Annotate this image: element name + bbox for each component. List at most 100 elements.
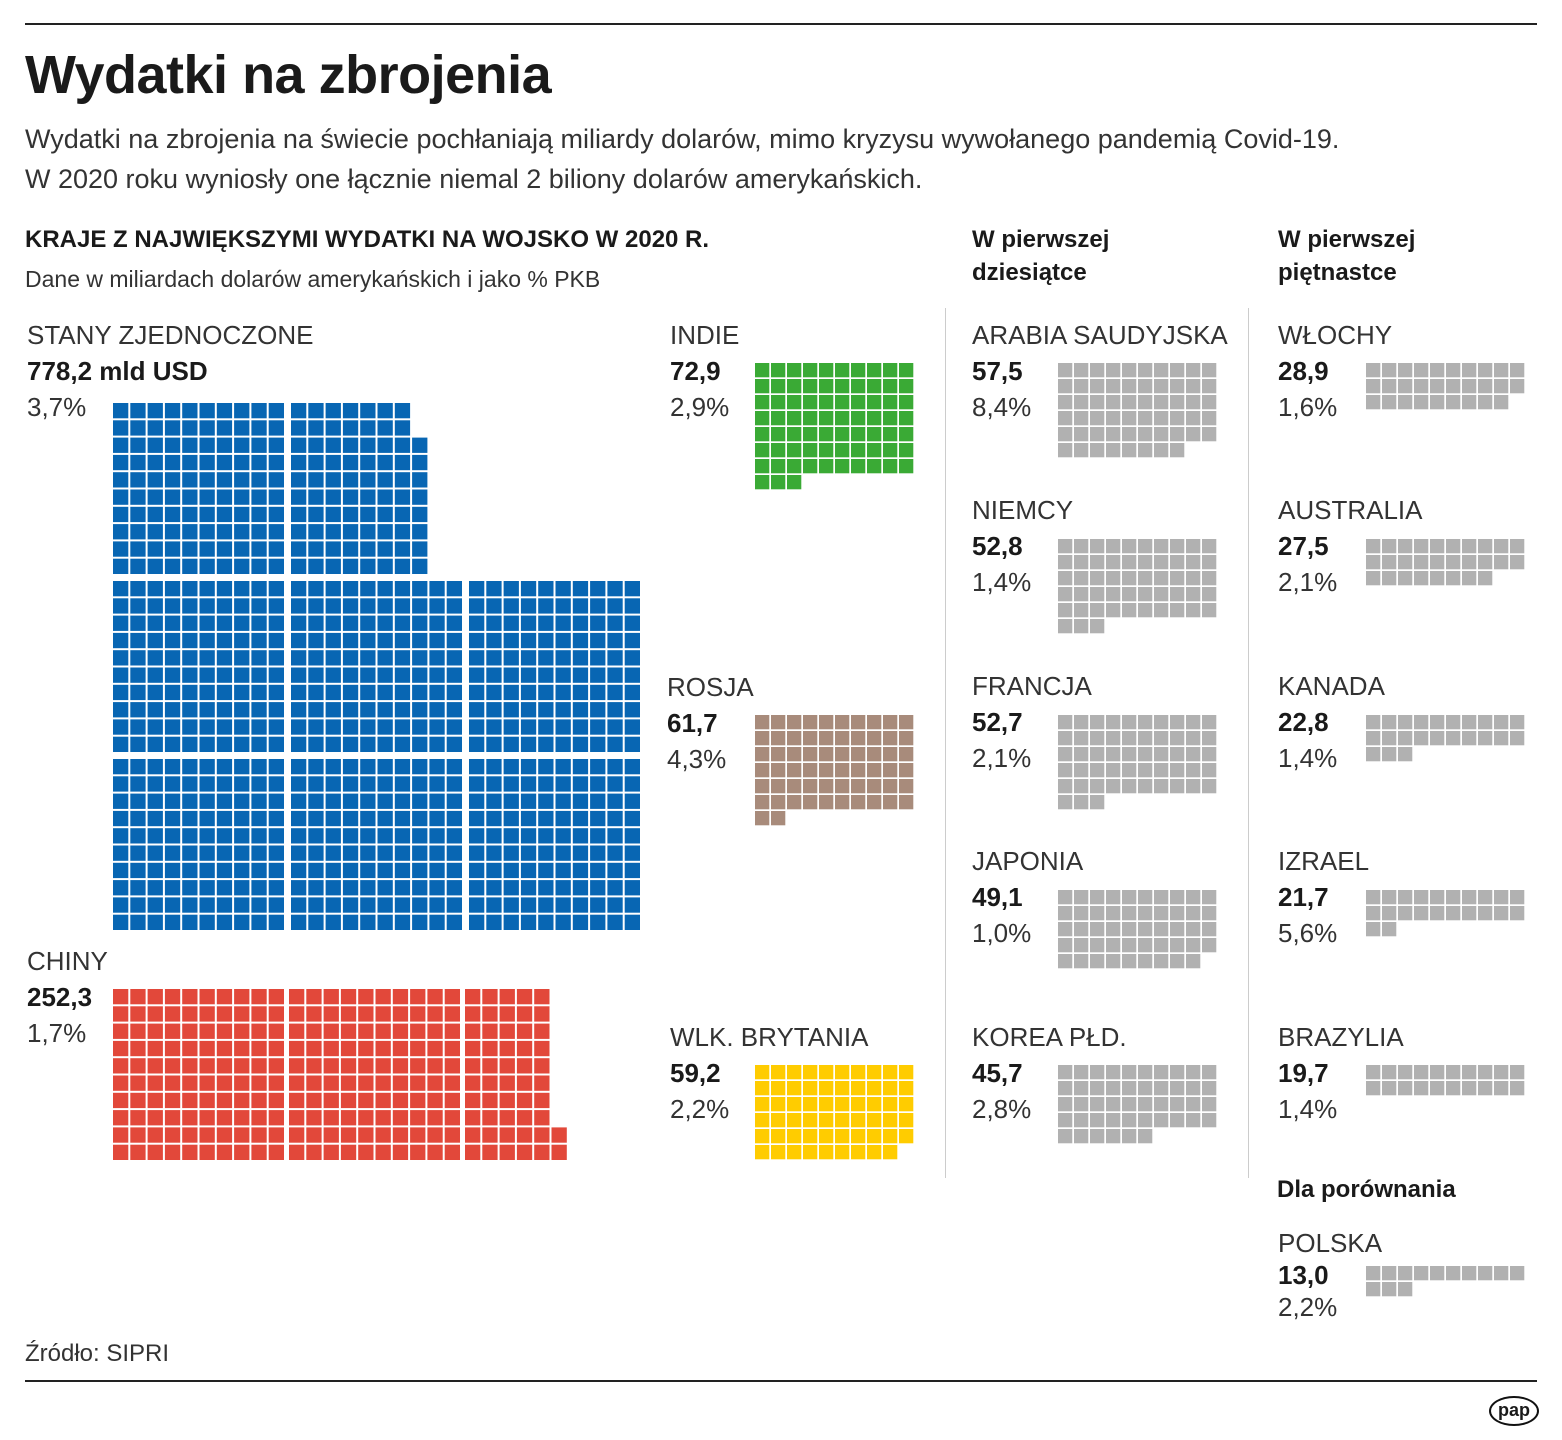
waffle-square [234, 506, 250, 523]
waffle-square [1058, 938, 1073, 953]
waffle-square [1462, 731, 1477, 746]
waffle-square [534, 1092, 550, 1109]
waffle-square [867, 1081, 882, 1096]
waffle-square [899, 395, 914, 410]
waffle-square [469, 667, 485, 683]
waffle-square [130, 1058, 146, 1074]
waffle-square [360, 454, 376, 471]
waffle-square [1398, 571, 1413, 586]
waffle-square [308, 632, 324, 649]
waffle-square [1138, 1065, 1153, 1080]
waffle-square [182, 845, 198, 861]
waffle-square [375, 1058, 391, 1074]
waffle-square [1138, 427, 1153, 442]
waffle-square [1478, 731, 1493, 746]
waffle-square [1366, 555, 1381, 570]
waffle-square [308, 420, 324, 436]
waffle-square [465, 989, 481, 1005]
waffle-square [130, 776, 146, 792]
country-gdp-pct: 3,7% [27, 392, 87, 422]
waffle-square [1366, 395, 1381, 410]
waffle-square [147, 420, 163, 436]
country-name: WLK. BRYTANIA [670, 1022, 869, 1052]
waffle-square [199, 845, 215, 861]
waffle-square [755, 1129, 770, 1144]
waffle-square [1430, 906, 1445, 921]
waffle-square [147, 506, 163, 523]
waffle-square [771, 1113, 786, 1128]
waffle-square [147, 828, 163, 844]
waffle-square [1090, 1129, 1105, 1144]
waffle-square [538, 736, 554, 752]
waffle-square [113, 615, 129, 631]
waffle-square [538, 684, 554, 701]
waffle-square [520, 581, 537, 597]
waffle-square [1366, 571, 1381, 586]
waffle-square [867, 731, 882, 746]
waffle-square [429, 845, 445, 861]
subtitle-line-2: W 2020 roku wyniosły one łącznie niemal … [25, 164, 923, 194]
waffle-square [130, 880, 146, 896]
waffle-square [446, 897, 462, 913]
waffle-square [1090, 747, 1105, 762]
waffle-square [607, 581, 623, 597]
waffle-square [883, 1081, 898, 1096]
waffle-square [216, 828, 233, 844]
waffle-square [1106, 938, 1121, 953]
waffle-square [787, 411, 802, 426]
waffle-square [520, 914, 537, 930]
waffle-square [291, 632, 307, 649]
waffle-square [1382, 539, 1397, 554]
waffle-square [130, 667, 146, 683]
waffle-square [1074, 379, 1089, 394]
waffle-square [590, 810, 606, 827]
waffle-square [803, 1129, 818, 1144]
waffle-square [164, 684, 181, 701]
waffle-square [268, 989, 284, 1005]
waffle-square [268, 403, 284, 419]
waffle-square [516, 989, 533, 1005]
waffle-square [1494, 395, 1509, 410]
waffle-square [1446, 571, 1461, 586]
waffle-square [1122, 363, 1137, 378]
waffle-square [1122, 1065, 1137, 1080]
waffle-square [289, 1006, 305, 1022]
waffle-square [340, 1023, 357, 1039]
waffle-square [1170, 1113, 1185, 1128]
waffle-square [538, 897, 554, 913]
waffle-square [164, 1110, 181, 1126]
waffle-square [851, 779, 866, 794]
waffle-square [787, 475, 802, 490]
waffle-square [1366, 747, 1381, 762]
waffle-square [358, 989, 374, 1005]
waffle-square [410, 1040, 426, 1057]
waffle-square [182, 403, 198, 419]
waffle-square [1462, 1065, 1477, 1080]
waffle-square [1058, 922, 1073, 937]
waffle-square [182, 702, 198, 718]
waffle-square [342, 437, 359, 453]
waffle-square [469, 719, 485, 735]
waffle-square [268, 650, 284, 666]
waffle-square [469, 810, 485, 827]
waffle-square [325, 420, 341, 436]
section-note: Dane w miliardach dolarów amerykańskich … [25, 266, 601, 292]
waffle-square [412, 598, 428, 614]
waffle-square [394, 828, 411, 844]
waffle-square [412, 650, 428, 666]
waffle-square [555, 828, 571, 844]
waffle-square [394, 759, 411, 775]
waffle-square [555, 897, 571, 913]
waffle-square [1170, 411, 1185, 426]
waffle-square [147, 524, 163, 540]
waffle-square [624, 650, 640, 666]
waffle-square [1074, 763, 1089, 778]
waffle-square [323, 1127, 339, 1143]
waffle-square [164, 632, 181, 649]
waffle-square [503, 719, 519, 735]
waffle-square [358, 1058, 374, 1074]
waffle-square [607, 598, 623, 614]
country-gdp-pct: 1,4% [972, 567, 1032, 597]
waffle-square [499, 1075, 515, 1091]
